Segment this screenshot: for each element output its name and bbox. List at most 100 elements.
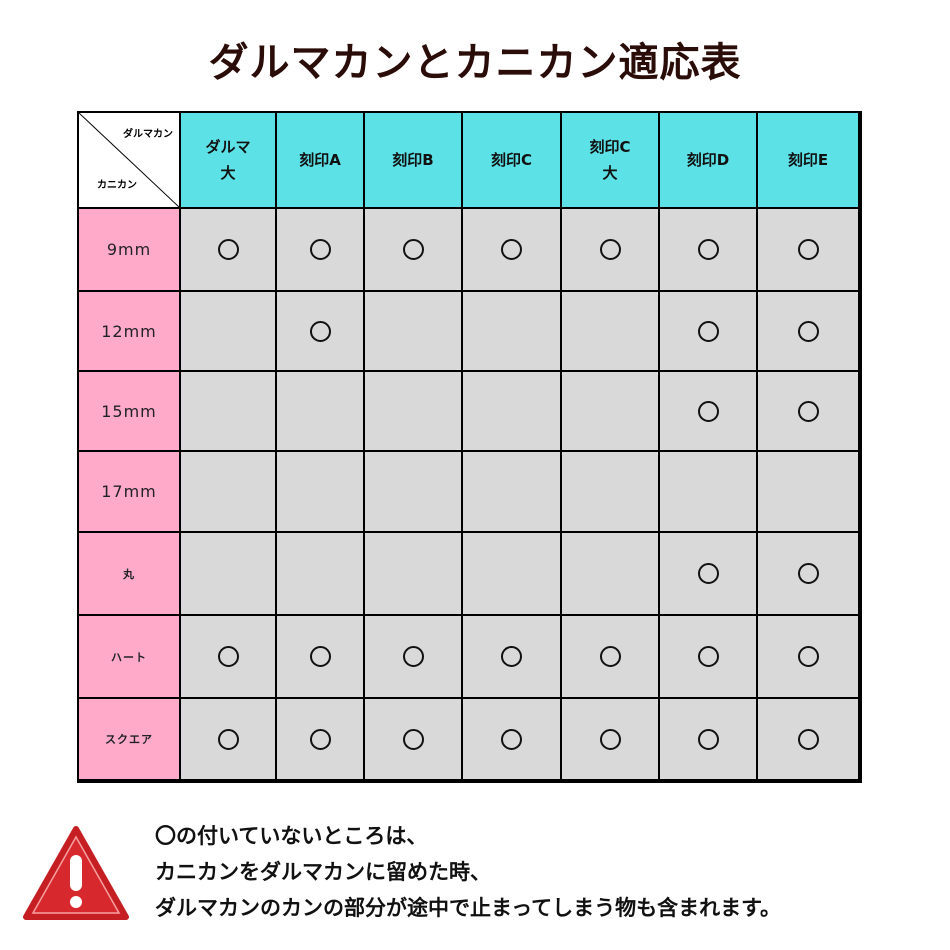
column-header: 刻印E <box>758 113 860 209</box>
table-cell <box>181 533 277 616</box>
column-header: 刻印A <box>277 113 365 209</box>
warning-triangle-icon <box>23 826 129 920</box>
row-header: 9mm <box>79 209 181 292</box>
circle-mark-icon <box>309 646 331 667</box>
column-header: 刻印D <box>660 113 758 209</box>
table-cell <box>181 699 277 781</box>
circle-mark-icon <box>402 239 424 260</box>
table-cell <box>365 616 463 699</box>
circle-mark-icon <box>797 563 819 584</box>
column-header: ダルマ 大 <box>181 113 277 209</box>
table-cell <box>277 292 365 372</box>
table-cell <box>277 616 365 699</box>
table-cell <box>660 616 758 699</box>
table-cell <box>758 699 860 781</box>
column-header: 刻印C <box>463 113 562 209</box>
row-header: ハート <box>79 616 181 699</box>
table-cell <box>562 533 660 616</box>
circle-mark-icon <box>309 728 331 750</box>
table-cell <box>562 209 660 292</box>
circle-mark-icon <box>217 728 239 750</box>
compatibility-table: ダルマカン カニカン ダルマ 大刻印A 刻印B 刻印C 刻印C 大刻印D 刻印E 9mm 1… <box>77 111 862 783</box>
corner-cell: ダルマカン カニカン <box>79 113 181 209</box>
circle-mark-icon <box>797 239 819 260</box>
table-cell <box>365 533 463 616</box>
table-cell <box>562 292 660 372</box>
table-cell <box>277 452 365 533</box>
row-header: スクエア <box>79 699 181 781</box>
table-cell <box>365 372 463 452</box>
circle-mark-icon <box>599 239 621 260</box>
table-cell <box>277 533 365 616</box>
corner-row-label: カニカン <box>97 180 137 191</box>
corner-column-label: ダルマカン <box>123 129 173 140</box>
table-cell <box>758 616 860 699</box>
table-cell <box>365 452 463 533</box>
table-cell <box>277 699 365 781</box>
note-line: 〇の付いていないところは、 <box>155 824 428 848</box>
table-cell <box>660 452 758 533</box>
table-cell <box>463 209 562 292</box>
circle-mark-icon <box>599 646 621 667</box>
table-cell <box>562 452 660 533</box>
table-cell <box>365 699 463 781</box>
table-cell <box>758 533 860 616</box>
table-cell <box>181 209 277 292</box>
circle-mark-icon <box>217 646 239 667</box>
circle-mark-icon <box>697 320 719 342</box>
warning-note: 〇の付いていないところは、 カニカンをダルマカンに留めた時、 ダルマカンのカンの… <box>155 818 781 926</box>
table-cell <box>758 292 860 372</box>
table-cell <box>463 533 562 616</box>
circle-mark-icon <box>697 239 719 260</box>
circle-mark-icon <box>217 239 239 260</box>
circle-mark-icon <box>309 320 331 342</box>
table-cell <box>660 699 758 781</box>
circle-mark-icon <box>697 400 719 422</box>
circle-mark-icon <box>599 728 621 750</box>
table-cell <box>181 372 277 452</box>
circle-mark-icon <box>797 646 819 667</box>
table-cell <box>660 292 758 372</box>
row-header: 17mm <box>79 452 181 533</box>
table-cell <box>365 292 463 372</box>
note-line: カニカンをダルマカンに留めた時、 <box>155 860 491 884</box>
row-header: 15mm <box>79 372 181 452</box>
table-cell <box>758 452 860 533</box>
table-cell <box>463 616 562 699</box>
table-cell <box>365 209 463 292</box>
circle-mark-icon <box>501 239 522 260</box>
table-cell <box>463 699 562 781</box>
diagonal-line <box>79 113 179 207</box>
table-cell <box>463 372 562 452</box>
column-header: 刻印C 大 <box>562 113 660 209</box>
table-cell <box>562 372 660 452</box>
table-cell <box>181 616 277 699</box>
circle-mark-icon <box>501 728 522 750</box>
circle-mark-icon <box>402 728 424 750</box>
table-cell <box>181 292 277 372</box>
table-cell <box>660 533 758 616</box>
table-cell <box>660 209 758 292</box>
row-header: 12mm <box>79 292 181 372</box>
table-cell <box>277 372 365 452</box>
circle-mark-icon <box>797 400 819 422</box>
column-header: 刻印B <box>365 113 463 209</box>
note-line: ダルマカンのカンの部分が途中で止まってしまう物も含まれます。 <box>155 896 782 920</box>
circle-mark-icon <box>697 728 719 750</box>
table-cell <box>562 616 660 699</box>
circle-mark-icon <box>501 646 522 667</box>
table-cell <box>660 372 758 452</box>
table-cell <box>181 452 277 533</box>
table-cell <box>463 452 562 533</box>
circle-mark-icon <box>697 563 719 584</box>
table-cell <box>758 209 860 292</box>
circle-mark-icon <box>309 239 331 260</box>
circle-mark-icon <box>402 646 424 667</box>
row-header: 丸 <box>79 533 181 616</box>
table-cell <box>463 292 562 372</box>
page-title: ダルマカンとカニカン適応表 <box>208 40 742 86</box>
circle-mark-icon <box>697 646 719 667</box>
table-cell <box>758 372 860 452</box>
circle-mark-icon <box>797 320 819 342</box>
circle-mark-icon <box>797 728 819 750</box>
